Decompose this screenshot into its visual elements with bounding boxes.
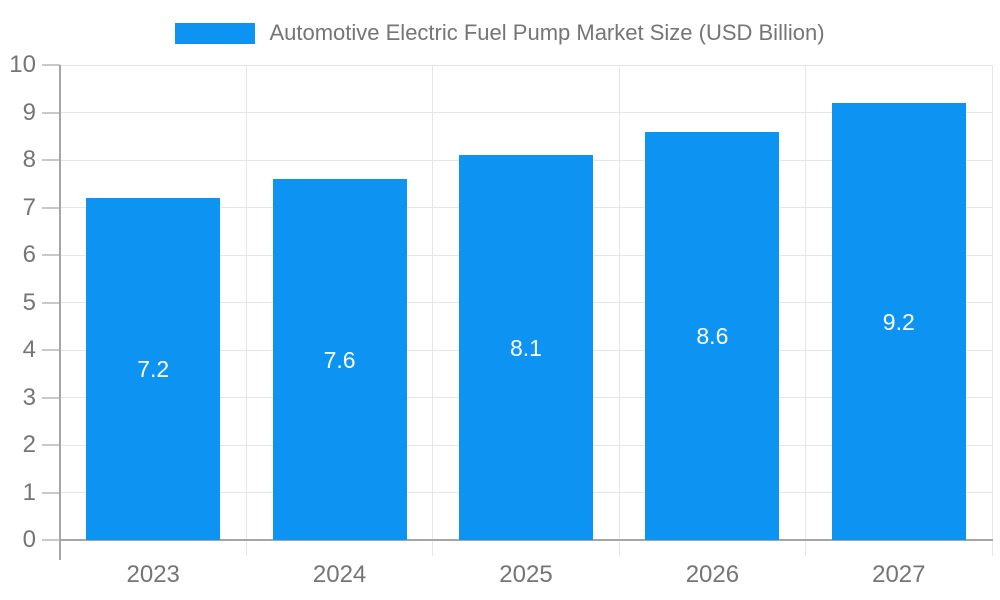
- y-tick-label: 0: [22, 526, 36, 553]
- y-tick-label: 3: [22, 383, 36, 411]
- y-tick-label: 6: [22, 241, 36, 268]
- x-tick-label: 2027: [872, 561, 926, 588]
- v-gridline: [618, 65, 620, 540]
- y-tick: [42, 254, 60, 256]
- x-tick: [991, 540, 993, 556]
- y-tick-label: 7: [22, 193, 36, 221]
- y-tick: [42, 64, 60, 66]
- y-tick-label: 9: [22, 98, 36, 126]
- bar-value-label: 7.6: [323, 346, 356, 373]
- legend-swatch: [175, 22, 256, 44]
- y-tick: [42, 111, 60, 114]
- v-gridline: [805, 65, 807, 540]
- x-tick-label: 2026: [685, 561, 740, 588]
- bar-value-label: 8.1: [510, 334, 542, 361]
- x-tick: [432, 540, 434, 556]
- y-tick: [42, 444, 60, 446]
- x-tick-label: 2024: [312, 561, 367, 588]
- y-tick-label: 4: [22, 336, 36, 363]
- v-gridline: [245, 65, 247, 540]
- y-axis-line: [59, 65, 61, 560]
- bar: [272, 179, 407, 540]
- h-gridline: [60, 64, 992, 66]
- chart-legend: Automotive Electric Fuel Pump Market Siz…: [0, 18, 1000, 48]
- bar: [831, 103, 966, 540]
- x-tick-label: 2023: [126, 561, 180, 588]
- y-tick: [42, 349, 60, 351]
- y-tick-label: 1: [22, 478, 36, 506]
- y-tick: [42, 539, 60, 541]
- h-gridline: [60, 112, 992, 113]
- y-tick: [42, 206, 60, 209]
- y-tick: [42, 396, 60, 399]
- bar-value-label: 8.6: [696, 322, 729, 349]
- y-tick-label: 5: [22, 288, 36, 316]
- y-tick: [42, 159, 60, 161]
- bar-value-label: 9.2: [882, 308, 915, 335]
- bar: [459, 155, 593, 540]
- x-tick: [805, 540, 807, 556]
- y-tick: [42, 301, 60, 304]
- x-tick: [245, 540, 247, 556]
- x-tick-label: 2025: [499, 561, 553, 588]
- bar: [645, 131, 780, 540]
- bar: [86, 198, 221, 540]
- v-gridline: [432, 65, 434, 540]
- chart-title: Automotive Electric Fuel Pump Market Siz…: [269, 20, 825, 45]
- x-tick: [618, 540, 620, 556]
- y-tick-label: 10: [9, 51, 36, 78]
- y-tick-label: 2: [22, 431, 36, 458]
- v-gridline: [991, 65, 993, 540]
- y-tick: [42, 491, 60, 494]
- y-tick-label: 8: [22, 146, 36, 173]
- bar-value-label: 7.2: [137, 356, 170, 382]
- x-axis-line: [59, 539, 993, 541]
